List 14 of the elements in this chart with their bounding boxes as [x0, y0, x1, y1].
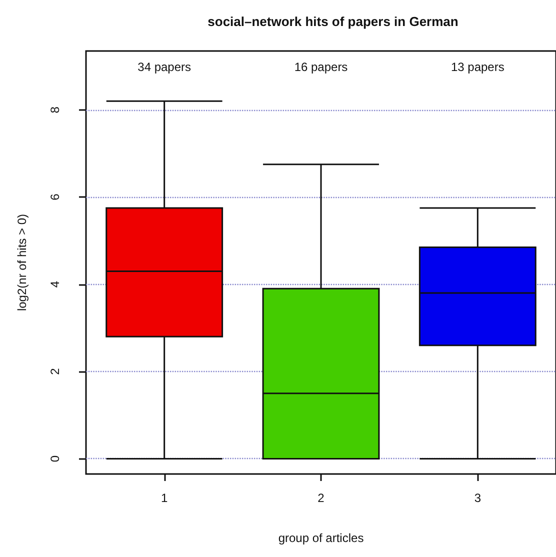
annotation: 16 papers [294, 60, 348, 74]
x-tick-label: 1 [160, 491, 168, 505]
x-tick-label: 2 [318, 491, 325, 505]
y-tick-label: 0 [48, 455, 62, 462]
y-tick-label: 2 [48, 368, 62, 375]
annotation: 13 papers [450, 60, 504, 74]
x-tick-label: 3 [474, 491, 482, 505]
y-tick-label: 8 [48, 106, 62, 114]
chart-title: social–network hits of papers in German [208, 14, 458, 29]
y-tick-label: 6 [48, 193, 62, 200]
y-tick-label: 4 [48, 280, 62, 288]
x-axis-title: group of articles [278, 531, 364, 545]
y-axis-title: log2(nr of hits > 0) [15, 214, 29, 312]
annotation: 34 papers [138, 60, 192, 74]
